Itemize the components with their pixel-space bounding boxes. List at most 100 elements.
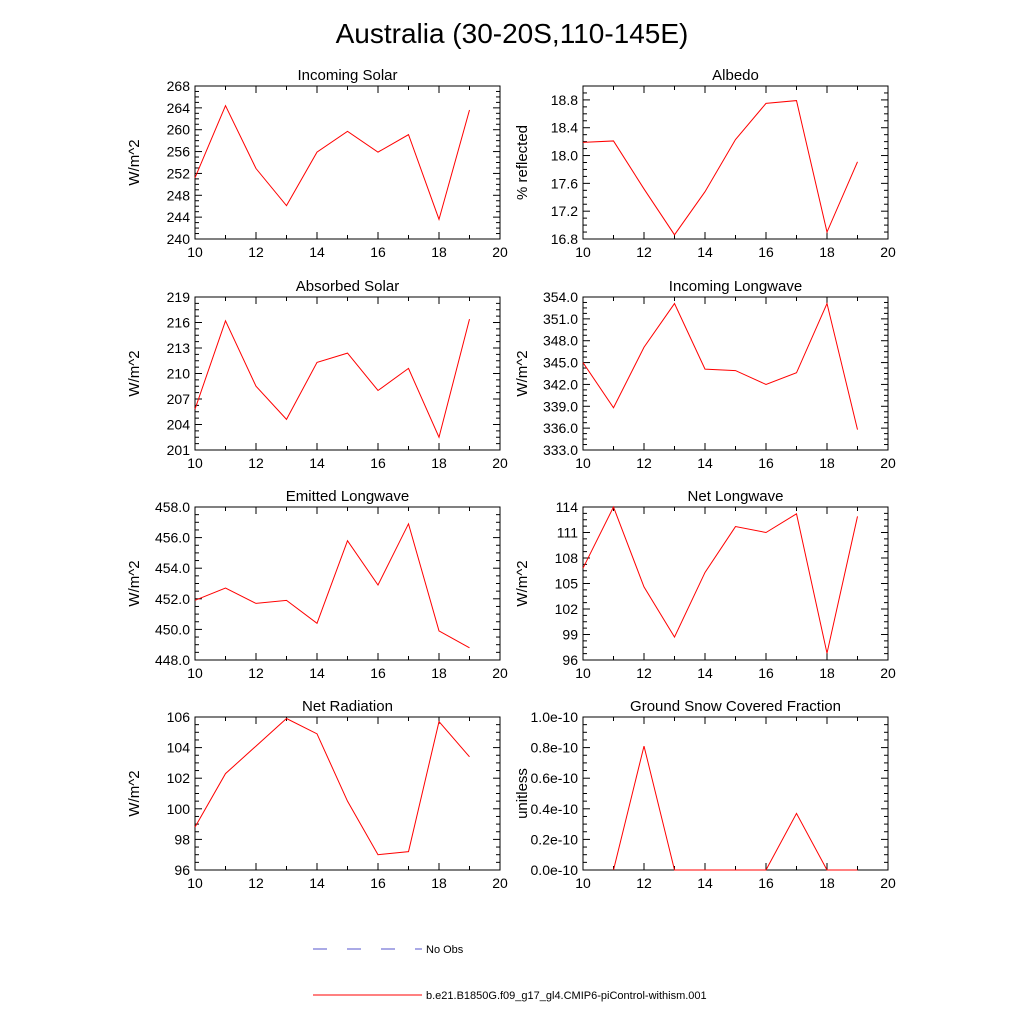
x-tick-label: 20 xyxy=(492,875,508,891)
figure-title: Australia (30-20S,110-145E) xyxy=(336,18,689,49)
x-tick-label: 20 xyxy=(880,665,896,681)
y-tick-label: 201 xyxy=(167,442,191,458)
x-tick-label: 12 xyxy=(248,244,264,260)
x-tick-label: 12 xyxy=(636,455,652,471)
y-tick-label: 108 xyxy=(555,550,579,566)
x-tick-label: 12 xyxy=(636,244,652,260)
panel-title: Albedo xyxy=(712,67,759,84)
x-tick-label: 12 xyxy=(248,875,264,891)
y-tick-label: 256 xyxy=(167,144,191,160)
panel-title: Emitted Longwave xyxy=(286,488,409,505)
x-tick-label: 18 xyxy=(819,244,835,260)
x-tick-label: 20 xyxy=(492,455,508,471)
y-tick-label: 17.6 xyxy=(551,175,578,191)
x-tick-label: 10 xyxy=(575,665,591,681)
y-tick-label: 351.0 xyxy=(543,311,578,327)
x-tick-label: 16 xyxy=(370,875,386,891)
y-tick-label: 458.0 xyxy=(155,499,190,515)
model-series-line xyxy=(613,745,858,871)
y-tick-label: 336.0 xyxy=(543,420,578,436)
y-tick-label: 16.8 xyxy=(551,231,578,247)
y-tick-label: 98 xyxy=(174,831,190,847)
panel-2: Albedo % reflected 10 12 14 16 18 20 16.8 17.2 17.… xyxy=(514,67,896,260)
x-tick-label: 10 xyxy=(187,244,203,260)
y-tick-label: 18.0 xyxy=(551,148,578,164)
y-axis-label: % reflected xyxy=(514,125,531,200)
y-tick-label: 96 xyxy=(174,862,190,878)
x-tick-label: 10 xyxy=(187,455,203,471)
x-tick-label: 10 xyxy=(575,875,591,891)
y-tick-label: 450.0 xyxy=(155,621,190,637)
y-tick-label: 240 xyxy=(167,231,191,247)
x-tick-label: 14 xyxy=(697,665,713,681)
x-tick-label: 16 xyxy=(758,455,774,471)
y-tick-label: 105 xyxy=(555,576,579,592)
y-tick-label: 0.4e-10 xyxy=(531,801,579,817)
panel-5: Emitted Longwave W/m^2 10 12 14 16 18 20 448.0 45… xyxy=(126,488,508,681)
panel-title: Incoming Solar xyxy=(297,67,397,84)
x-tick-label: 18 xyxy=(819,455,835,471)
y-tick-label: 99 xyxy=(562,627,578,643)
x-tick-label: 14 xyxy=(309,244,325,260)
model-series-line xyxy=(582,100,858,236)
x-tick-label: 18 xyxy=(431,875,447,891)
panels: Incoming Solar W/m^2 10 12 14 16 18 20 240 244 248… xyxy=(126,67,896,891)
y-tick-label: 18.4 xyxy=(551,120,578,136)
y-axis-label: W/m^2 xyxy=(126,770,143,816)
panel-title: Absorbed Solar xyxy=(296,278,399,295)
y-tick-label: 268 xyxy=(167,78,191,94)
y-tick-label: 448.0 xyxy=(155,652,190,668)
y-axis-label: unitless xyxy=(514,768,531,819)
y-tick-label: 342.0 xyxy=(543,376,578,392)
y-axis-label: W/m^2 xyxy=(126,350,143,396)
legend-model-label: b.e21.B1850G.f09_g17_gl4.CMIP6-piControl… xyxy=(426,990,707,1002)
y-tick-label: 0.2e-10 xyxy=(531,831,579,847)
y-tick-label: 333.0 xyxy=(543,442,578,458)
y-tick-label: 248 xyxy=(167,187,191,203)
model-series-line xyxy=(194,318,470,439)
legend-obs-label: No Obs xyxy=(426,944,464,956)
y-tick-label: 96 xyxy=(562,652,578,668)
y-tick-label: 106 xyxy=(167,709,191,725)
x-tick-label: 16 xyxy=(370,665,386,681)
panel-3: Absorbed Solar W/m^2 10 12 14 16 18 20 201 204 207… xyxy=(126,278,508,471)
y-tick-label: 102 xyxy=(167,770,191,786)
model-series-line xyxy=(194,717,470,856)
y-axis-label: W/m^2 xyxy=(514,350,531,396)
panel-title: Net Radiation xyxy=(302,698,393,715)
x-tick-label: 14 xyxy=(309,455,325,471)
x-tick-label: 18 xyxy=(819,875,835,891)
y-tick-label: 114 xyxy=(556,499,579,515)
x-tick-label: 14 xyxy=(697,875,713,891)
x-tick-label: 20 xyxy=(880,455,896,471)
model-series-line xyxy=(582,302,858,430)
y-tick-label: 339.0 xyxy=(543,398,578,414)
x-tick-label: 16 xyxy=(370,244,386,260)
y-tick-label: 216 xyxy=(167,315,191,331)
y-axis-label: W/m^2 xyxy=(126,560,143,606)
x-tick-label: 18 xyxy=(431,455,447,471)
x-tick-label: 12 xyxy=(248,665,264,681)
panel-title: Incoming Longwave xyxy=(669,278,802,295)
x-tick-label: 16 xyxy=(370,455,386,471)
y-tick-label: 204 xyxy=(167,417,191,433)
y-tick-label: 0.6e-10 xyxy=(531,770,579,786)
x-tick-label: 10 xyxy=(187,875,203,891)
panel-4: Incoming Longwave W/m^2 10 12 14 16 18 20 333.0 3… xyxy=(514,278,896,471)
x-tick-label: 16 xyxy=(758,244,774,260)
y-tick-label: 456.0 xyxy=(155,530,190,546)
plot-frame xyxy=(194,296,501,451)
y-tick-label: 1.0e-10 xyxy=(531,709,579,725)
y-tick-label: 244 xyxy=(167,209,191,225)
y-tick-label: 207 xyxy=(167,391,191,407)
plot-frame xyxy=(194,85,501,240)
x-tick-label: 18 xyxy=(819,665,835,681)
x-tick-label: 14 xyxy=(309,665,325,681)
x-tick-label: 12 xyxy=(636,875,652,891)
model-series-line xyxy=(194,522,470,649)
y-tick-label: 454.0 xyxy=(155,560,190,576)
y-tick-label: 102 xyxy=(555,601,579,617)
y-tick-label: 104 xyxy=(167,740,191,756)
x-tick-label: 18 xyxy=(431,244,447,260)
